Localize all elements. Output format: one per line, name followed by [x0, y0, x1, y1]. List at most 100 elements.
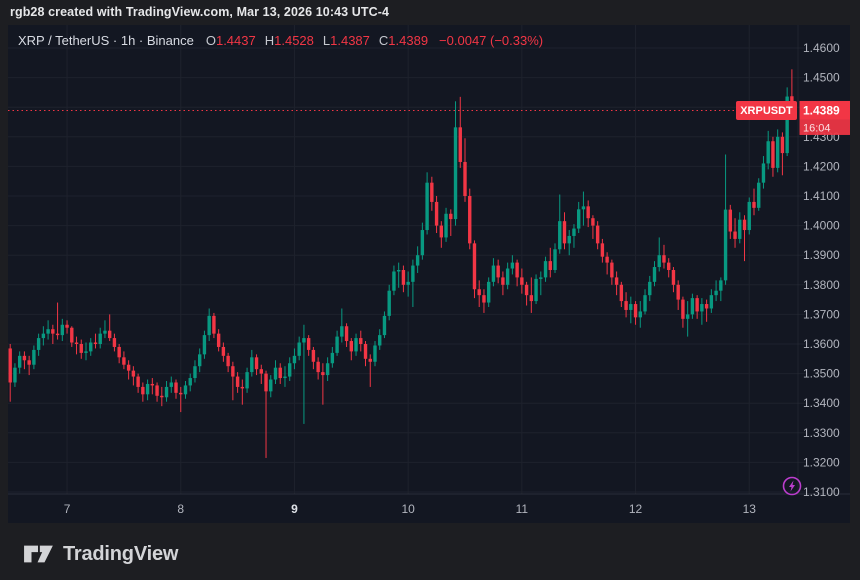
time-axis-label[interactable]: 9: [291, 502, 298, 516]
tradingview-logo-icon[interactable]: [22, 541, 54, 567]
candle: [463, 161, 467, 196]
candle: [757, 182, 761, 208]
candle: [633, 304, 638, 318]
candle: [458, 127, 462, 162]
candle: [577, 209, 581, 229]
candle: [174, 382, 178, 393]
candle: [411, 265, 415, 282]
candle: [8, 348, 12, 383]
candle: [775, 136, 780, 168]
candle: [529, 295, 534, 302]
candle: [344, 326, 349, 342]
candle: [714, 290, 718, 296]
last-price-label: 1.4389: [803, 103, 840, 117]
candle: [169, 382, 173, 387]
candle: [335, 336, 339, 353]
candle: [292, 355, 297, 364]
candle: [709, 295, 714, 309]
candle: [216, 333, 221, 347]
candle: [619, 284, 624, 302]
candle: [297, 342, 301, 356]
candle: [51, 329, 55, 334]
tradingview-logo-text[interactable]: TradingView: [63, 542, 179, 565]
candle: [690, 298, 695, 315]
candle: [179, 392, 183, 395]
candle: [539, 277, 543, 279]
candle: [164, 386, 169, 398]
candle: [591, 218, 595, 226]
candle: [766, 141, 770, 164]
chart-widget[interactable]: 1.3100 1.3200 1.3300 1.3400 1.3500 1.3600 1.37…: [8, 25, 850, 523]
ohlc-high: H1.4528: [264, 32, 314, 48]
price-axis-label: 1.4500: [803, 71, 840, 85]
time-axis-label[interactable]: 13: [743, 502, 757, 516]
candle: [501, 277, 505, 285]
flash-icon-bolt: [789, 480, 795, 492]
candle: [562, 221, 567, 244]
price-change: −0.0047 (−0.33%): [439, 32, 544, 48]
candle: [600, 243, 605, 257]
candle: [614, 277, 619, 285]
candle: [681, 299, 685, 319]
candle: [74, 342, 79, 344]
ohlc-low: L1.4387: [322, 32, 370, 48]
candle: [22, 355, 27, 361]
ohlc-open: O1.4437: [205, 32, 256, 48]
time-axis-label[interactable]: 7: [64, 502, 71, 516]
price-axis-label: 1.3200: [803, 455, 840, 469]
time-axis-label[interactable]: 11: [516, 502, 529, 516]
candle: [122, 357, 126, 365]
price-axis-label: 1.4200: [803, 159, 840, 173]
time-axis-label[interactable]: 10: [401, 502, 415, 516]
candle: [302, 338, 306, 343]
candle: [733, 231, 737, 239]
candle: [198, 354, 202, 367]
candle: [396, 270, 401, 272]
flash-icon[interactable]: [782, 476, 802, 496]
candle: [330, 352, 335, 364]
candle: [482, 295, 486, 303]
candle: [430, 182, 434, 202]
symbol-title[interactable]: XRP / TetherUS · 1h · Binance: [18, 32, 194, 48]
candle: [723, 209, 728, 281]
candle: [32, 349, 36, 365]
candle: [468, 196, 472, 244]
candle: [250, 357, 254, 373]
candle: [472, 243, 477, 290]
candle: [41, 333, 46, 339]
candle: [136, 376, 140, 387]
candle: [321, 372, 325, 376]
time-axis-label[interactable]: 8: [177, 502, 184, 516]
candle: [581, 206, 586, 210]
candle: [117, 346, 121, 358]
candle: [486, 281, 491, 303]
candle: [359, 338, 363, 344]
candle: [240, 386, 245, 389]
candle: [27, 360, 31, 365]
candle: [738, 219, 742, 239]
candle: [278, 367, 282, 379]
candle: [524, 284, 529, 296]
price-axis-label: 1.3400: [803, 396, 840, 410]
candle: [145, 383, 150, 395]
price-axis-label: 1.3900: [803, 248, 840, 262]
candle: [273, 367, 278, 380]
candle: [553, 249, 557, 270]
candle: [103, 330, 107, 334]
time-axis-label[interactable]: 12: [629, 502, 643, 516]
candle: [65, 324, 69, 328]
candle: [141, 386, 145, 395]
candle: [543, 261, 548, 278]
candle: [415, 255, 420, 266]
candle: [558, 221, 562, 250]
candle: [520, 277, 524, 285]
candle: [392, 271, 396, 291]
candle: [60, 324, 65, 336]
candle: [316, 361, 320, 373]
candlestick-chart[interactable]: 1.3100 1.3200 1.3300 1.3400 1.3500 1.3600 1.37…: [8, 25, 850, 523]
candle: [363, 344, 368, 359]
candle: [107, 330, 112, 339]
candle: [477, 289, 481, 296]
candle: [150, 383, 155, 386]
candle: [434, 201, 439, 226]
